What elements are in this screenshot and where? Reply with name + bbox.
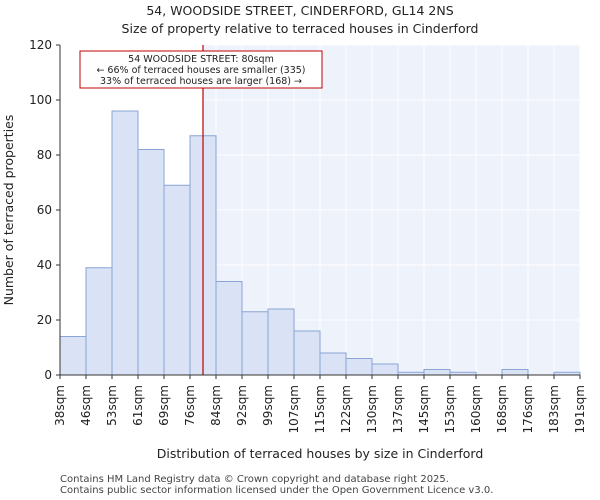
x-tick-label: 69sqm <box>157 385 171 426</box>
x-tick-label: 153sqm <box>443 385 457 433</box>
x-tick-label: 122sqm <box>339 385 353 433</box>
annotation-line: ← 66% of terraced houses are smaller (33… <box>96 65 305 76</box>
y-axis-title: Number of terraced properties <box>1 115 16 306</box>
histogram-bar <box>423 369 451 376</box>
histogram-bar <box>293 330 321 376</box>
x-tick-label: 76sqm <box>183 385 197 426</box>
histogram-bar <box>85 267 113 376</box>
x-tick-label: 160sqm <box>469 385 483 433</box>
x-axis-title: Distribution of terraced houses by size … <box>157 446 484 461</box>
chart-subtitle: Size of property relative to terraced ho… <box>121 21 479 36</box>
histogram-bar <box>137 149 165 376</box>
histogram-bar <box>59 336 87 376</box>
footer-copyright: Contains HM Land Registry data © Crown c… <box>60 474 449 485</box>
y-tick-label: 120 <box>29 38 52 52</box>
x-tick-label: 92sqm <box>235 385 249 426</box>
histogram-bar <box>241 311 269 376</box>
y-tick-label: 40 <box>37 258 52 272</box>
histogram-bar <box>163 184 191 376</box>
y-tick-label: 0 <box>44 368 52 382</box>
x-tick-label: 191sqm <box>573 385 587 433</box>
y-tick-label: 80 <box>37 148 52 162</box>
histogram-bar <box>215 281 243 376</box>
x-tick-label: 130sqm <box>365 385 379 433</box>
histogram-bar <box>319 352 347 376</box>
x-tick-label: 38sqm <box>53 385 67 426</box>
x-tick-label: 137sqm <box>391 385 405 433</box>
y-tick-label: 60 <box>37 203 52 217</box>
histogram-bar <box>111 110 139 376</box>
annotation-line: 54 WOODSIDE STREET: 80sqm <box>128 54 274 65</box>
histogram-bar <box>267 308 295 376</box>
x-tick-label: 53sqm <box>105 385 119 426</box>
x-tick-label: 176sqm <box>521 385 535 433</box>
annotation-line: 33% of terraced houses are larger (168) … <box>100 76 302 87</box>
x-tick-label: 61sqm <box>131 385 145 426</box>
x-tick-label: 99sqm <box>261 385 275 426</box>
histogram-bar <box>501 369 529 376</box>
x-tick-label: 115sqm <box>313 385 327 433</box>
chart-title: 54, WOODSIDE STREET, CINDERFORD, GL14 2N… <box>146 3 454 18</box>
y-tick-label: 20 <box>37 313 52 327</box>
x-tick-label: 84sqm <box>209 385 223 426</box>
x-tick-label: 183sqm <box>547 385 561 433</box>
y-tick-label: 100 <box>29 93 52 107</box>
annotation-box <box>79 50 323 89</box>
x-tick-label: 145sqm <box>417 385 431 433</box>
histogram-bar <box>345 358 373 376</box>
x-tick-label: 46sqm <box>79 385 93 426</box>
histogram-bar <box>371 363 399 376</box>
x-tick-label: 107sqm <box>287 385 301 433</box>
x-tick-label: 168sqm <box>495 385 509 433</box>
footer-licence: Contains public sector information licen… <box>60 485 494 496</box>
